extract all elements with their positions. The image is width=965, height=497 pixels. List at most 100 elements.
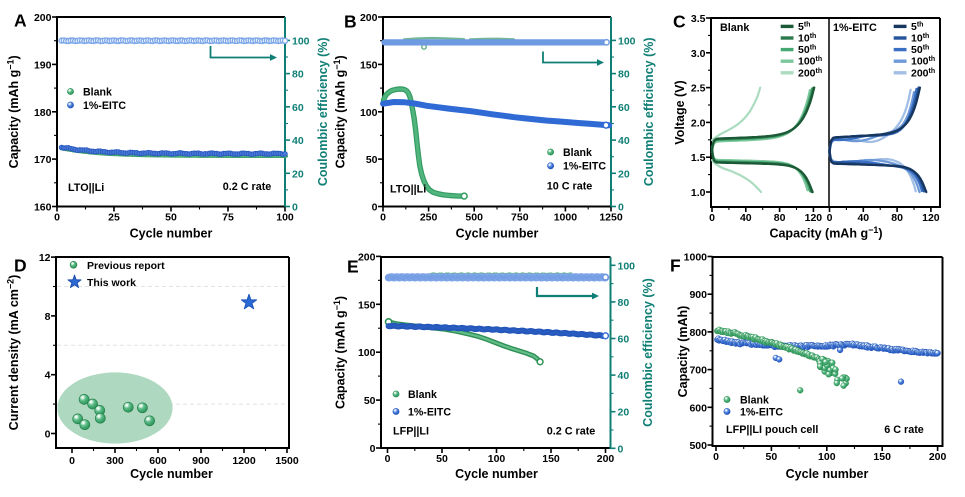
svg-text:0: 0 (380, 212, 386, 224)
svg-text:Capacity (mAh): Capacity (mAh) (676, 306, 690, 398)
svg-text:1200: 1200 (232, 455, 256, 467)
svg-text:20: 20 (292, 168, 304, 180)
svg-text:900: 900 (192, 455, 210, 467)
svg-text:1000: 1000 (684, 252, 708, 264)
svg-text:Capacity (mAh g−1): Capacity (mAh g−1) (6, 55, 22, 168)
svg-text:1.0: 1.0 (691, 187, 706, 199)
svg-text:180: 180 (34, 107, 52, 119)
svg-text:6 C rate: 6 C rate (884, 424, 924, 436)
svg-text:200: 200 (929, 451, 947, 463)
svg-text:1%-EITC: 1%-EITC (833, 22, 877, 34)
svg-text:500: 500 (465, 212, 483, 224)
svg-text:1%-EITC: 1%-EITC (563, 161, 606, 173)
svg-text:Cycle number: Cycle number (130, 227, 213, 241)
svg-text:0: 0 (372, 202, 378, 214)
svg-text:Cycle number: Cycle number (130, 467, 213, 481)
svg-text:0: 0 (370, 443, 376, 455)
svg-text:100: 100 (276, 212, 294, 224)
svg-text:80: 80 (891, 212, 903, 224)
svg-text:120: 120 (805, 212, 823, 224)
svg-text:1%-EITC: 1%-EITC (83, 100, 126, 112)
svg-text:A: A (14, 11, 27, 31)
svg-text:40: 40 (618, 135, 630, 147)
svg-text:100: 100 (292, 35, 310, 47)
svg-text:200: 200 (34, 12, 52, 24)
svg-text:Previous report: Previous report (87, 260, 165, 272)
svg-text:Blank: Blank (83, 86, 112, 98)
svg-text:0.2 C rate: 0.2 C rate (223, 181, 272, 193)
svg-text:40: 40 (618, 370, 630, 382)
svg-text:80: 80 (774, 212, 786, 224)
svg-text:0: 0 (45, 429, 51, 441)
svg-text:D: D (14, 256, 27, 276)
svg-text:Blank: Blank (720, 22, 750, 34)
svg-text:75: 75 (222, 212, 234, 224)
svg-text:0.2 C rate: 0.2 C rate (547, 426, 596, 438)
svg-text:80: 80 (618, 297, 630, 309)
svg-text:Coulombic efficiency (%): Coulombic efficiency (%) (641, 278, 655, 427)
svg-text:1000: 1000 (554, 212, 578, 224)
svg-text:500: 500 (689, 440, 707, 452)
svg-text:20: 20 (618, 168, 630, 180)
svg-text:2.5: 2.5 (691, 83, 706, 95)
svg-text:40: 40 (292, 135, 304, 147)
svg-text:E: E (347, 257, 359, 277)
svg-text:Cycle number: Cycle number (456, 227, 539, 241)
svg-text:F: F (670, 256, 681, 276)
svg-text:100: 100 (360, 107, 378, 119)
svg-text:0: 0 (709, 212, 715, 224)
svg-text:0: 0 (827, 212, 833, 224)
svg-text:Capacity (mAh g−1): Capacity (mAh g−1) (332, 296, 348, 409)
svg-text:B: B (344, 12, 357, 32)
svg-text:25: 25 (108, 212, 120, 224)
svg-text:8: 8 (45, 311, 51, 323)
svg-text:100: 100 (358, 347, 376, 359)
svg-text:0: 0 (618, 202, 624, 214)
svg-text:3.0: 3.0 (691, 48, 706, 60)
svg-text:300: 300 (106, 455, 124, 467)
svg-text:10 C rate: 10 C rate (547, 181, 593, 193)
svg-text:C: C (673, 12, 686, 32)
svg-text:20: 20 (618, 407, 630, 419)
svg-text:Voltage (V): Voltage (V) (673, 80, 687, 144)
svg-text:This work: This work (87, 277, 136, 289)
svg-text:100: 100 (618, 260, 636, 272)
svg-text:Coulombic efficiency (%): Coulombic efficiency (%) (316, 37, 330, 186)
svg-text:600: 600 (149, 455, 167, 467)
svg-text:250: 250 (420, 212, 438, 224)
svg-text:170: 170 (34, 154, 52, 166)
svg-text:200: 200 (597, 453, 615, 465)
svg-text:150: 150 (542, 453, 560, 465)
svg-text:LFP||LI: LFP||LI (393, 426, 429, 438)
svg-text:0: 0 (713, 451, 719, 463)
svg-text:0: 0 (54, 212, 60, 224)
svg-text:0: 0 (618, 443, 624, 455)
svg-text:4: 4 (45, 370, 51, 382)
svg-text:150: 150 (360, 59, 378, 71)
svg-text:200: 200 (360, 12, 378, 24)
svg-text:1%-EITC: 1%-EITC (408, 406, 451, 418)
svg-text:100: 100 (488, 453, 506, 465)
svg-text:1.5: 1.5 (691, 152, 706, 164)
svg-text:60: 60 (618, 102, 630, 114)
svg-text:50: 50 (766, 451, 778, 463)
svg-text:50: 50 (436, 453, 448, 465)
svg-text:50: 50 (165, 212, 177, 224)
svg-text:0: 0 (69, 455, 75, 467)
svg-text:50: 50 (366, 154, 378, 166)
svg-text:Blank: Blank (740, 394, 769, 406)
svg-text:800: 800 (689, 327, 707, 339)
svg-text:LFP||LI pouch cell: LFP||LI pouch cell (726, 424, 818, 436)
svg-text:Cycle number: Cycle number (786, 467, 869, 481)
svg-text:Cycle number: Cycle number (455, 467, 538, 481)
svg-text:150: 150 (873, 451, 891, 463)
svg-text:750: 750 (511, 212, 529, 224)
svg-text:50: 50 (364, 395, 376, 407)
svg-text:80: 80 (618, 69, 630, 81)
svg-text:190: 190 (34, 59, 52, 71)
svg-text:120: 120 (922, 212, 940, 224)
svg-text:40: 40 (740, 212, 752, 224)
svg-text:Current density (mA cm−2): Current density (mA cm−2) (6, 275, 22, 431)
svg-text:Coulombic efficiency (%): Coulombic efficiency (%) (642, 37, 656, 186)
svg-text:60: 60 (292, 102, 304, 114)
